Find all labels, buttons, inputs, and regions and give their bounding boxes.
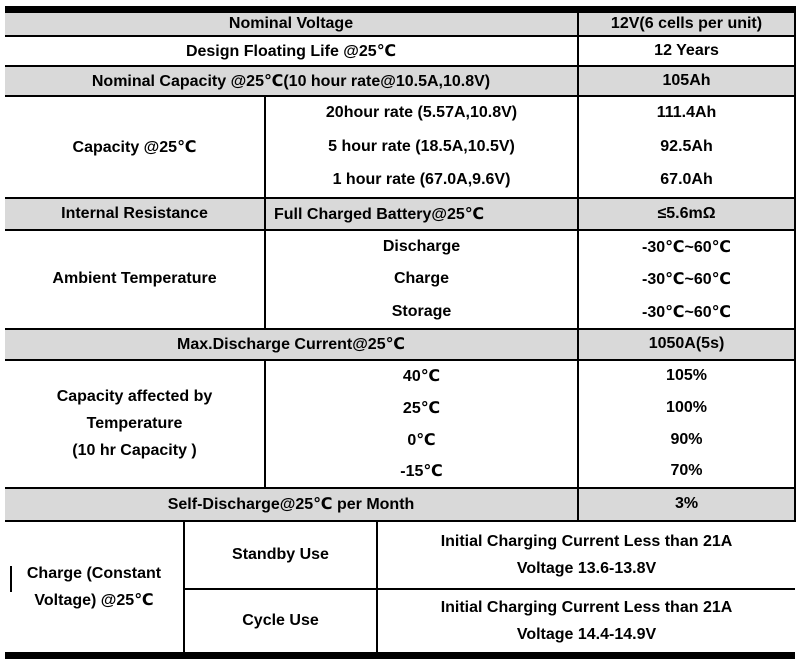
row-capacity-1h: 1 hour rate (67.0A,9.6V) 67.0Ah [5, 163, 797, 199]
ambient-charge-condition: Charge [263, 262, 579, 296]
charge-cycle-value: Initial Charging Current Less than 21A V… [376, 588, 795, 656]
captemp-40-condition: 40℃ [263, 359, 579, 392]
spec-table-container: Nominal Voltage 12V(6 cells per unit) De… [5, 6, 797, 659]
internal-resistance-condition: Full Charged Battery@25℃ [263, 197, 579, 231]
row-captemp-25: 25℃ 100% [5, 391, 797, 424]
row-charge-cycle: Cycle Use Initial Charging Current Less … [5, 588, 795, 656]
capacity-5h-condition: 5 hour rate (18.5A,10.5V) [263, 129, 579, 164]
nominal-voltage-value: 12V(6 cells per unit) [577, 9, 797, 37]
row-capacity-20h: Capacity @25℃ 20hour rate (5.57A,10.8V) … [5, 95, 797, 199]
row-design-floating-life: Design Floating Life @25℃ 12 Years [5, 35, 797, 67]
charge-constant-voltage-label: Charge (Constant Voltage) @25℃ [26, 564, 162, 609]
nominal-capacity-value: 105Ah [577, 65, 797, 97]
row-captemp-0: 0℃ 90% [5, 423, 797, 456]
capacity-1h-value: 67.0Ah [577, 163, 797, 199]
nominal-capacity-label: Nominal Capacity @25℃(10 hour rate@10.5A… [5, 65, 579, 97]
row-ambient-storage: Storage -30℃~60℃ [5, 295, 797, 330]
row-captemp-40: Capacity affected by Temperature (10 hr … [5, 359, 797, 489]
charge-cycle-condition: Cycle Use [183, 588, 377, 656]
capacity-25c-label: Capacity @25℃ [5, 95, 265, 199]
self-discharge-label: Self-Discharge@25℃ per Month [5, 487, 579, 522]
row-nominal-capacity: Nominal Capacity @25℃(10 hour rate@10.5A… [5, 65, 797, 97]
design-floating-life-value: 12 Years [577, 35, 797, 67]
captemp-minus15-value: 70% [577, 455, 797, 489]
max-discharge-value: 1050A(5s) [577, 328, 797, 361]
capacity-1h-condition: 1 hour rate (67.0A,9.6V) [263, 163, 579, 199]
ambient-storage-condition: Storage [263, 295, 579, 330]
ambient-discharge-value: -30℃~60℃ [577, 229, 797, 263]
max-discharge-label: Max.Discharge Current@25℃ [5, 328, 579, 361]
design-floating-life-label: Design Floating Life @25℃ [5, 35, 579, 67]
self-discharge-value: 3% [577, 487, 797, 522]
capacity-20h-value: 111.4Ah [577, 95, 797, 130]
captemp-25-condition: 25℃ [263, 391, 579, 424]
row-nominal-voltage: Nominal Voltage 12V(6 cells per unit) [5, 9, 797, 37]
row-ambient-charge: Charge -30℃~60℃ [5, 262, 797, 296]
captemp-minus15-condition: -15℃ [263, 455, 579, 489]
internal-resistance-value: ≤5.6mΩ [577, 197, 797, 231]
row-capacity-5h: 5 hour rate (18.5A,10.5V) 92.5Ah [5, 129, 797, 164]
capacity-vs-temperature-label: Capacity affected by Temperature (10 hr … [5, 359, 265, 489]
ambient-discharge-condition: Discharge [263, 229, 579, 263]
ambient-storage-value: -30℃~60℃ [577, 295, 797, 330]
charge-standby-value: Initial Charging Current Less than 21A V… [376, 521, 795, 590]
row-self-discharge: Self-Discharge@25℃ per Month 3% [5, 487, 797, 522]
spec-table-upper: Nominal Voltage 12V(6 cells per unit) De… [5, 6, 797, 522]
text-cursor-artifact [10, 566, 12, 592]
nominal-voltage-label: Nominal Voltage [5, 9, 579, 37]
capacity-20h-condition: 20hour rate (5.57A,10.8V) [263, 95, 579, 130]
captemp-0-value: 90% [577, 423, 797, 456]
capacity-5h-value: 92.5Ah [577, 129, 797, 164]
captemp-40-value: 105% [577, 359, 797, 392]
captemp-0-condition: 0℃ [263, 423, 579, 456]
ambient-temperature-label: Ambient Temperature [5, 229, 265, 330]
row-captemp-minus15: -15℃ 70% [5, 455, 797, 489]
row-max-discharge: Max.Discharge Current@25℃ 1050A(5s) [5, 328, 797, 361]
internal-resistance-label: Internal Resistance [5, 197, 265, 231]
ambient-charge-value: -30℃~60℃ [577, 262, 797, 296]
row-internal-resistance: Internal Resistance Full Charged Battery… [5, 197, 797, 231]
row-charge-standby: Charge (Constant Voltage) @25℃ Standby U… [5, 521, 795, 609]
row-ambient-discharge: Ambient Temperature Discharge -30℃~60℃ [5, 229, 797, 330]
captemp-25-value: 100% [577, 391, 797, 424]
charge-standby-condition: Standby Use [183, 521, 377, 590]
spec-table-lower: Charge (Constant Voltage) @25℃ Standby U… [5, 521, 795, 659]
